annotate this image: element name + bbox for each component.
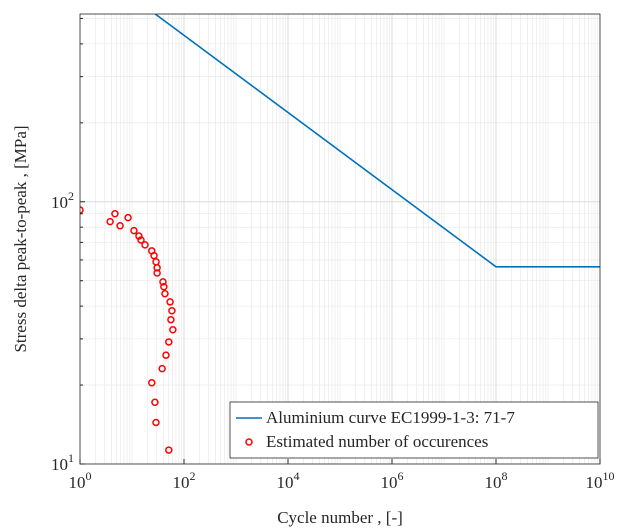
- scatter-point: [158, 364, 166, 373]
- scatter-point: [167, 315, 175, 324]
- scatter-point: [124, 213, 132, 222]
- scatter-point: [153, 264, 161, 272]
- scatter-point: [168, 307, 176, 315]
- scatter-point: [153, 269, 161, 277]
- scatter-point: [165, 338, 173, 346]
- x-tick-label: 108: [485, 469, 508, 492]
- y-tick-label: 101: [51, 451, 74, 474]
- line: [154, 14, 600, 268]
- marks: [80, 14, 600, 454]
- legend-label: Estimated number of occurences: [266, 432, 488, 451]
- y-axis-label: Stress delta peak-to-peak , [MPa]: [11, 125, 30, 352]
- scatter-point: [135, 232, 143, 240]
- scatter-point: [130, 226, 138, 235]
- x-tick-label: 106: [381, 469, 404, 492]
- scatter-point: [80, 206, 84, 214]
- scatter-point: [148, 379, 156, 387]
- x-tick-label: 102: [173, 469, 196, 492]
- y-tick-label: 102: [51, 189, 74, 212]
- scatter-point: [151, 398, 159, 406]
- scatter-point: [166, 298, 174, 306]
- x-tick-label: 1010: [586, 469, 615, 492]
- legend-swatch: [245, 438, 253, 446]
- scatter-point: [152, 418, 160, 427]
- x-tick-label: 104: [277, 469, 300, 492]
- scatter-point: [169, 326, 177, 334]
- scatter-point: [111, 210, 119, 218]
- scatter-point: [137, 236, 145, 244]
- scatter-point: [141, 241, 149, 249]
- scatter-point: [162, 351, 170, 359]
- axes: 100 102 104 106 108 1010 101 102 Aluminium curve…: [51, 13, 615, 492]
- scatter-point: [150, 251, 158, 260]
- x-tick-label: 100: [69, 469, 92, 492]
- scatter-point: [116, 222, 124, 230]
- x-axis-label: Cycle number , [-]: [277, 508, 403, 527]
- grid: [80, 14, 600, 464]
- scatter-point: [106, 217, 114, 226]
- scatter-point: [161, 289, 169, 298]
- legend-box: [229, 401, 599, 459]
- scatter-point: [159, 278, 167, 286]
- scatter-point: [165, 446, 173, 454]
- axes-box: [79, 13, 601, 465]
- legend-label: Aluminium curve EC1999-1-3: 71-7: [266, 408, 515, 427]
- scatter-point: [160, 283, 168, 291]
